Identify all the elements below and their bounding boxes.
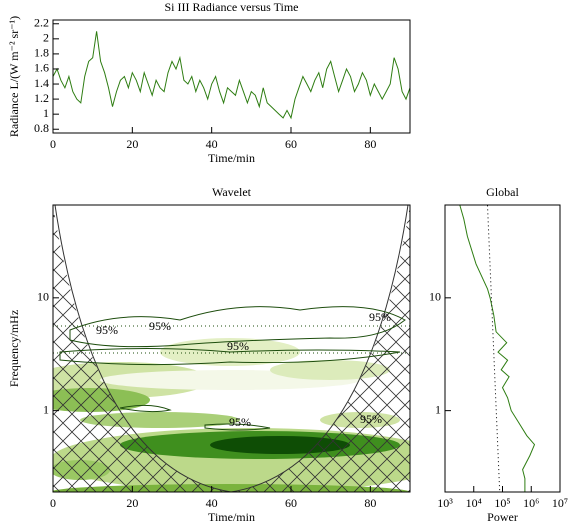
x-tick-label: 0 bbox=[50, 496, 56, 510]
plot-frame bbox=[52, 204, 411, 493]
y-tick-label: 1 bbox=[435, 402, 441, 416]
contour-label: 95% bbox=[360, 412, 382, 426]
x-tick-label: 60 bbox=[285, 496, 297, 510]
x-axis-label: Time/min bbox=[208, 510, 255, 524]
y-tick-label: 2 bbox=[43, 31, 49, 45]
global-power-line bbox=[459, 205, 536, 492]
y-tick-label: 1 bbox=[43, 402, 49, 416]
x-tick-label: 10⁷ bbox=[552, 496, 568, 510]
x-tick-label: 80 bbox=[364, 496, 376, 510]
y-tick-label: 1.8 bbox=[34, 46, 49, 60]
contour-label: 95% bbox=[96, 323, 118, 337]
y-tick-label: 1.6 bbox=[34, 61, 49, 75]
y-tick-label: 2.2 bbox=[34, 16, 49, 30]
chart-title: Wavelet bbox=[212, 185, 252, 199]
contour-label: 95% bbox=[149, 319, 171, 333]
significance-contour bbox=[59, 348, 401, 366]
x-tick-label: 10⁵ bbox=[494, 496, 510, 510]
x-tick-label: 10⁴ bbox=[466, 496, 482, 510]
plot-frame bbox=[52, 19, 411, 134]
y-tick-label: 1.4 bbox=[34, 76, 49, 90]
chart-title: Global bbox=[486, 185, 519, 199]
x-axis-label: Power bbox=[487, 510, 518, 524]
x-tick-label: 40 bbox=[206, 137, 218, 151]
y-tick-label: 1 bbox=[43, 106, 49, 120]
y-axis-label: Radiance L/(W m⁻² sr⁻¹) bbox=[7, 16, 21, 137]
x-tick-label: 20 bbox=[126, 137, 138, 151]
y-tick-label: 10 bbox=[37, 290, 49, 304]
significance-contour bbox=[204, 423, 271, 431]
wavelet-power bbox=[53, 205, 410, 492]
x-tick-label: 80 bbox=[364, 137, 376, 151]
x-tick-label: 10⁶ bbox=[523, 496, 539, 510]
x-tick-label: 20 bbox=[126, 496, 138, 510]
significance-line bbox=[487, 205, 501, 493]
significance-contour bbox=[69, 306, 406, 348]
radiance-line bbox=[52, 31, 411, 120]
y-axis-label: Frequency/mHz bbox=[7, 310, 21, 387]
plot-frame bbox=[444, 204, 561, 493]
x-tick-label: 0 bbox=[50, 137, 56, 151]
x-tick-label: 40 bbox=[206, 496, 218, 510]
chart-title: Si III Radiance versus Time bbox=[165, 0, 299, 14]
y-tick-label: 0.8 bbox=[34, 121, 49, 135]
contour-label: 95% bbox=[227, 339, 249, 353]
significance-contour bbox=[119, 404, 172, 413]
y-tick-label: 1.2 bbox=[34, 91, 49, 105]
x-tick-label: 60 bbox=[285, 137, 297, 151]
contour-label: 95% bbox=[229, 415, 251, 429]
x-tick-label: 10³ bbox=[437, 496, 453, 510]
power-blob bbox=[270, 360, 390, 380]
cone-of-influence-fill bbox=[53, 205, 410, 492]
cone-of-influence bbox=[54, 205, 409, 492]
x-axis-label: Time/min bbox=[208, 151, 255, 165]
contour-label: 95% bbox=[369, 310, 391, 324]
y-tick-label: 10 bbox=[429, 290, 441, 304]
